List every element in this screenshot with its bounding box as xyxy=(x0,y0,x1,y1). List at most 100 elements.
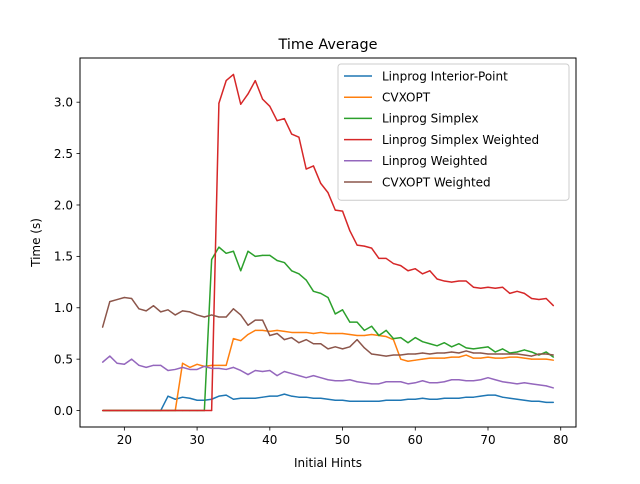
data-point xyxy=(334,399,336,401)
data-point xyxy=(109,355,111,357)
data-point xyxy=(378,354,380,356)
data-point xyxy=(298,331,300,334)
data-point xyxy=(363,400,365,402)
data-point xyxy=(131,297,133,300)
data-point xyxy=(429,382,431,384)
data-point xyxy=(407,353,409,355)
data-point xyxy=(494,351,496,353)
data-point xyxy=(451,379,453,381)
x-axis: 20 30 40 50 60 70 80 xyxy=(117,427,568,447)
data-point xyxy=(465,380,467,382)
data-point xyxy=(327,192,329,194)
data-point xyxy=(458,356,460,358)
data-point xyxy=(349,346,351,348)
data-point xyxy=(240,103,242,105)
data-point xyxy=(378,400,380,402)
data-point xyxy=(327,296,329,299)
data-point xyxy=(371,247,373,249)
data-point xyxy=(451,351,453,353)
x-tick-label: 40 xyxy=(262,433,277,447)
data-point xyxy=(552,401,555,403)
data-point xyxy=(436,357,438,359)
data-point xyxy=(392,354,395,356)
legend-box xyxy=(337,63,570,201)
data-point xyxy=(531,297,533,300)
data-point xyxy=(174,409,176,412)
data-point xyxy=(181,409,184,412)
data-point xyxy=(247,324,249,326)
data-point xyxy=(516,356,518,358)
data-point xyxy=(429,398,431,400)
data-point xyxy=(189,409,191,412)
data-point xyxy=(269,334,271,337)
data-point xyxy=(291,372,293,375)
y-tick-label: 2.0 xyxy=(54,198,73,212)
data-point xyxy=(341,380,344,382)
data-point xyxy=(465,350,467,352)
data-point xyxy=(167,409,169,412)
data-point xyxy=(232,338,235,340)
data-point xyxy=(436,278,438,280)
data-point xyxy=(356,339,358,341)
data-point xyxy=(392,338,395,340)
data-point xyxy=(531,383,533,385)
data-point xyxy=(480,357,482,359)
data-point xyxy=(269,105,271,107)
y-tick-label: 1.0 xyxy=(54,301,73,315)
y-tick-label: 2.5 xyxy=(54,147,73,161)
data-point xyxy=(472,286,475,288)
legend-label: Linprog Weighted xyxy=(382,154,488,168)
data-point xyxy=(203,409,205,412)
data-point xyxy=(552,305,555,307)
data-point xyxy=(160,311,162,313)
data-point xyxy=(516,383,518,385)
y-tick-label: 0.0 xyxy=(54,404,73,418)
data-point xyxy=(523,399,525,401)
data-point xyxy=(225,394,227,396)
data-point xyxy=(254,397,256,399)
data-point xyxy=(196,399,198,401)
data-point xyxy=(523,354,525,356)
data-point xyxy=(305,396,307,398)
data-point xyxy=(400,336,402,339)
data-point xyxy=(385,257,387,260)
data-point xyxy=(349,379,351,381)
data-point xyxy=(552,354,555,356)
data-point xyxy=(552,359,555,361)
data-point xyxy=(218,316,220,318)
data-point xyxy=(196,363,198,365)
data-point xyxy=(400,265,402,267)
data-point xyxy=(283,118,285,120)
data-point xyxy=(247,373,249,376)
data-point xyxy=(305,279,307,281)
data-point xyxy=(501,286,504,288)
data-point xyxy=(327,348,329,350)
data-point xyxy=(458,280,460,282)
data-point xyxy=(465,396,467,398)
data-point xyxy=(407,398,409,400)
data-point xyxy=(211,364,213,366)
data-point xyxy=(356,244,358,246)
data-point xyxy=(123,409,125,412)
data-point xyxy=(443,280,445,282)
data-point xyxy=(261,370,264,373)
data-point xyxy=(523,349,525,351)
legend-label: Linprog Simplex xyxy=(382,112,479,126)
data-point xyxy=(225,364,227,366)
data-point xyxy=(465,280,467,282)
data-point xyxy=(291,336,293,339)
data-point xyxy=(531,400,533,402)
data-point xyxy=(509,397,511,399)
data-point xyxy=(363,245,365,247)
data-point xyxy=(327,332,329,335)
data-point xyxy=(138,409,140,412)
x-tick-label: 30 xyxy=(189,433,204,447)
data-point xyxy=(152,409,155,412)
data-point xyxy=(436,345,438,347)
data-point xyxy=(247,333,249,336)
data-point xyxy=(291,331,293,334)
data-point xyxy=(363,347,365,349)
data-point xyxy=(101,326,104,328)
data-point xyxy=(240,369,242,372)
data-point xyxy=(458,397,460,399)
